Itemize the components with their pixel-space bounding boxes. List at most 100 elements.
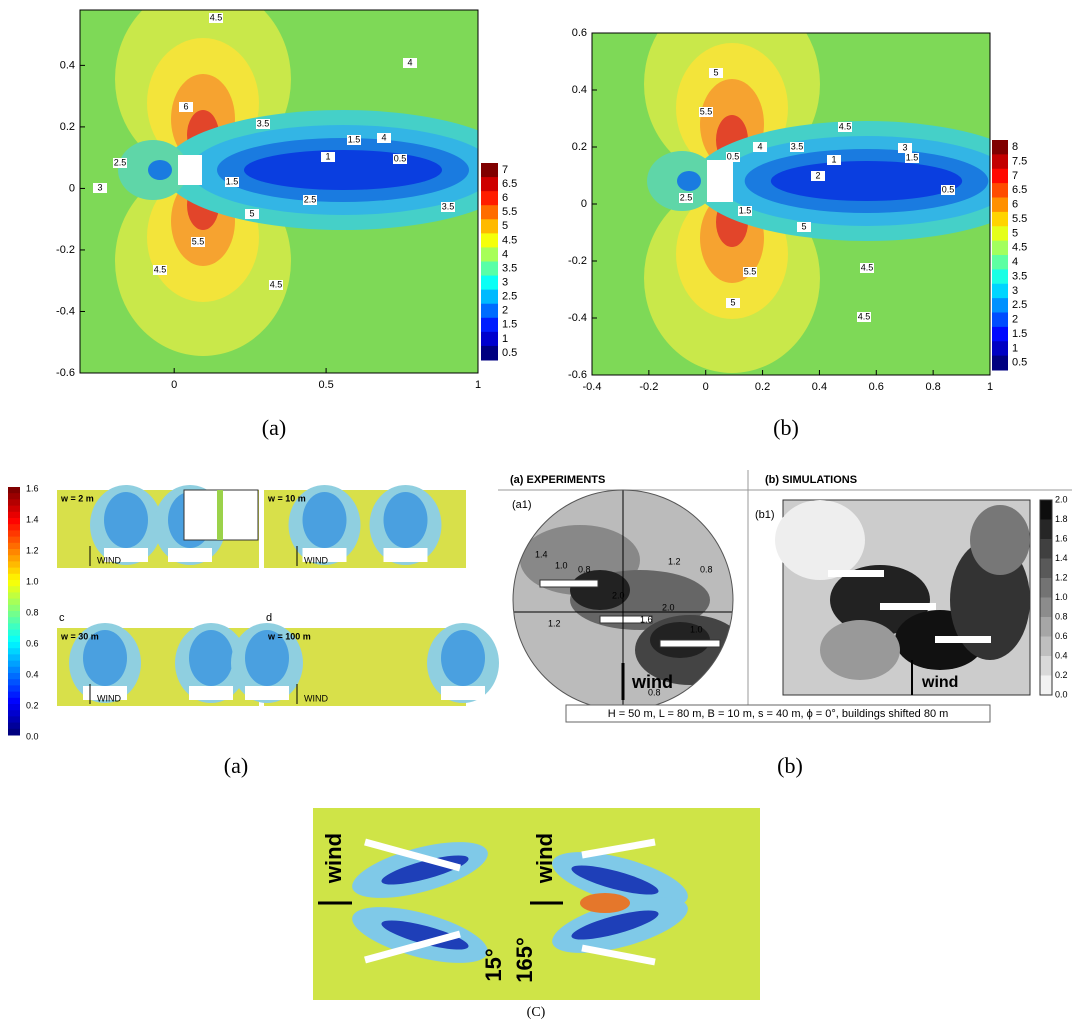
colorbar-label: 0.5 <box>1012 357 1027 369</box>
colorbar-label: 0.2 <box>1055 670 1068 680</box>
contour-label: 5.5 <box>192 236 205 246</box>
contour-label: 4.5 <box>270 279 283 289</box>
colorbar-label: 4 <box>502 248 508 260</box>
y-tick-label: -0.4 <box>56 305 75 317</box>
colorbar-label: 3.5 <box>1012 270 1027 282</box>
simulation-field <box>775 500 1030 695</box>
colorbar-cell <box>992 241 1008 256</box>
colorbar-label: 2.5 <box>1012 299 1027 311</box>
colorbar-label: 6.5 <box>502 178 517 190</box>
section-title: (a) EXPERIMENTS <box>510 474 605 486</box>
colorbar-cell <box>992 255 1008 270</box>
y-tick-label: 0.4 <box>572 84 587 96</box>
colorbar-gradient <box>8 499 20 506</box>
contour-label: 3 <box>902 142 907 152</box>
panel-letter: d <box>266 612 272 624</box>
colorbar-gradient <box>8 555 20 562</box>
caption: (b) <box>777 753 803 778</box>
panel-label: (b1) <box>755 509 775 521</box>
x-tick-label: 1 <box>475 379 481 391</box>
colorbar-gradient <box>8 673 20 680</box>
contour-label: 1.5 <box>739 205 752 215</box>
colorbar-gradient <box>8 493 20 500</box>
colorbar-gradient <box>8 586 20 593</box>
caption: (a) <box>224 753 248 778</box>
contour-label: 1.4 <box>535 549 548 559</box>
wind-label: wind <box>532 833 557 884</box>
colorbar-cell <box>992 212 1008 227</box>
colorbar-label: 0.0 <box>1055 689 1068 699</box>
colorbar-cell <box>481 304 498 319</box>
colorbar-label: 2 <box>502 305 508 317</box>
contour-label: 1.5 <box>906 152 919 162</box>
colorbar-label: 1.0 <box>1055 592 1068 602</box>
colorbar-label: 2 <box>1012 314 1018 326</box>
wake <box>104 492 148 548</box>
colorbar-gradient <box>8 506 20 513</box>
colorbar-gradient <box>8 549 20 556</box>
contour-label: 1 <box>325 151 330 161</box>
colorbar-gradient <box>8 611 20 618</box>
colorbar-gradient <box>8 723 20 730</box>
y-tick-label: -0.2 <box>56 244 75 256</box>
colorbar-cell <box>481 290 498 305</box>
colorbar-cell <box>481 233 498 248</box>
colorbar-cell <box>481 276 498 291</box>
wind-label: WIND <box>97 555 121 565</box>
colorbar-label: 1.4 <box>1055 553 1068 563</box>
y-tick-label: 0 <box>69 182 75 194</box>
colorbar-gradient <box>8 654 20 661</box>
contour-field <box>80 0 523 373</box>
x-tick-label: 0.2 <box>755 381 770 393</box>
wind-label: wind <box>321 833 346 884</box>
wake <box>244 150 442 190</box>
colorbar-gradient <box>8 667 20 674</box>
x-tick-label: 0.8 <box>925 381 940 393</box>
colorbar-cell <box>1040 500 1052 520</box>
colorbar-gradient <box>8 561 20 568</box>
contour-label: 5.5 <box>700 106 713 116</box>
colorbar-cell <box>481 318 498 333</box>
building <box>245 686 289 700</box>
colorbar-cell <box>481 163 498 178</box>
upstream <box>677 171 701 191</box>
colorbar-gradient <box>8 574 20 581</box>
wake <box>303 492 347 548</box>
colorbar-gradient <box>8 623 20 630</box>
y-tick-label: -0.6 <box>56 367 75 379</box>
building <box>880 603 936 610</box>
colorbar-gradient <box>8 530 20 537</box>
x-tick-label: 1 <box>987 381 993 393</box>
colorbar-label: 4.5 <box>502 234 517 246</box>
colorbar-gradient <box>8 704 20 711</box>
x-tick-label: 0.5 <box>318 379 333 391</box>
colorbar-cell <box>481 332 498 347</box>
contour-label: 3.5 <box>791 141 804 151</box>
colorbar-gradient <box>8 524 20 531</box>
contour-label: 2.5 <box>680 192 693 202</box>
colorbar-label: 7 <box>502 164 508 176</box>
colorbar-label: 0.0 <box>26 731 39 741</box>
building <box>707 160 733 202</box>
colorbar-label: 3 <box>502 277 508 289</box>
colorbar-cell <box>992 154 1008 169</box>
y-tick-label: 0.4 <box>60 59 75 71</box>
contour-label: 1.2 <box>548 618 561 628</box>
colorbar-gradient <box>8 710 20 717</box>
colorbar-cell <box>481 262 498 277</box>
panel-label: w = 100 m <box>267 631 311 641</box>
contour-label: 0.5 <box>942 184 955 194</box>
contour-label: 3 <box>97 182 102 192</box>
contour-label: 2.0 <box>662 602 675 612</box>
wind-label: wind <box>631 672 673 692</box>
colorbar-label: 1.5 <box>502 319 517 331</box>
contour-label: 1.2 <box>668 556 681 566</box>
colorbar-label: 5.5 <box>502 206 517 218</box>
contour-label: 4.5 <box>839 121 852 131</box>
building <box>935 636 991 643</box>
panel-letter: c <box>59 612 65 624</box>
colorbar-gradient <box>8 698 20 705</box>
parameters: H = 50 m, L = 80 m, B = 10 m, s = 40 m, … <box>608 708 949 720</box>
y-tick-label: -0.6 <box>568 369 587 381</box>
colorbar-label: 6 <box>502 192 508 204</box>
